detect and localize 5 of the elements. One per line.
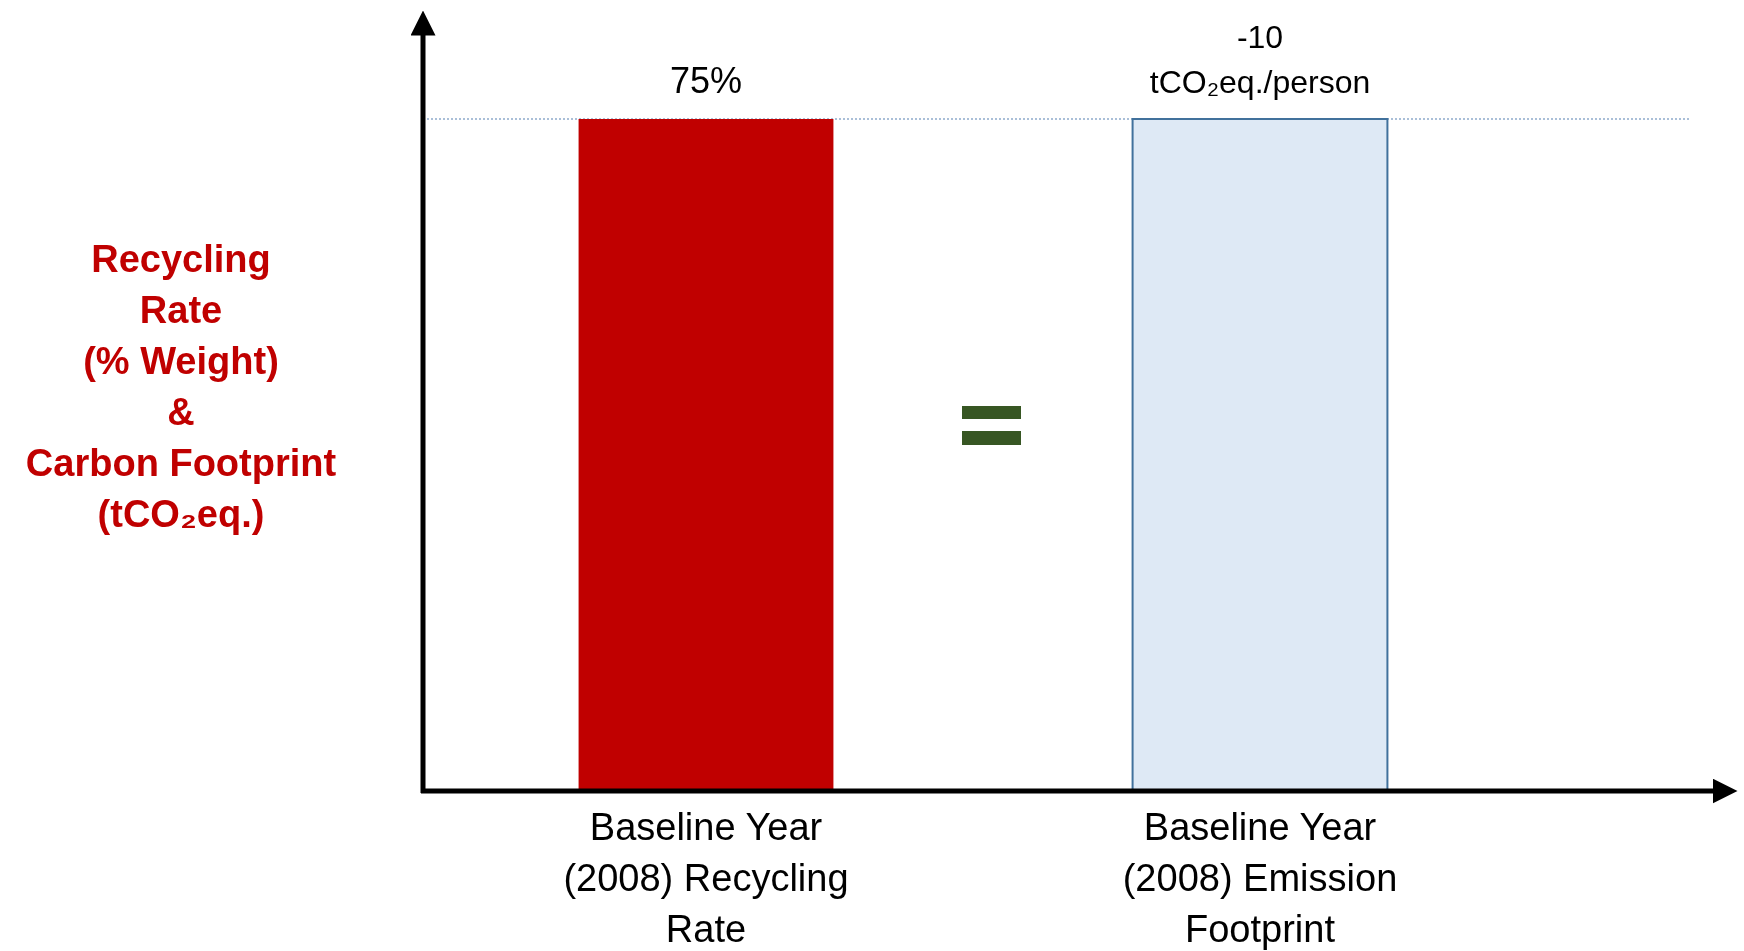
annotation: -10 tCO₂eq./person [1149,19,1371,100]
x-tick-label: Baseline Year (2008) Recycling Rate [563,806,849,950]
x-tick-label: Baseline Year (2008) Emission Footprint [1122,806,1398,950]
annotation: 75% [669,60,743,101]
y-axis-title: Recycling Rate (% Weight) & Carbon Footprint (tCO₂eq.) [25,238,337,535]
